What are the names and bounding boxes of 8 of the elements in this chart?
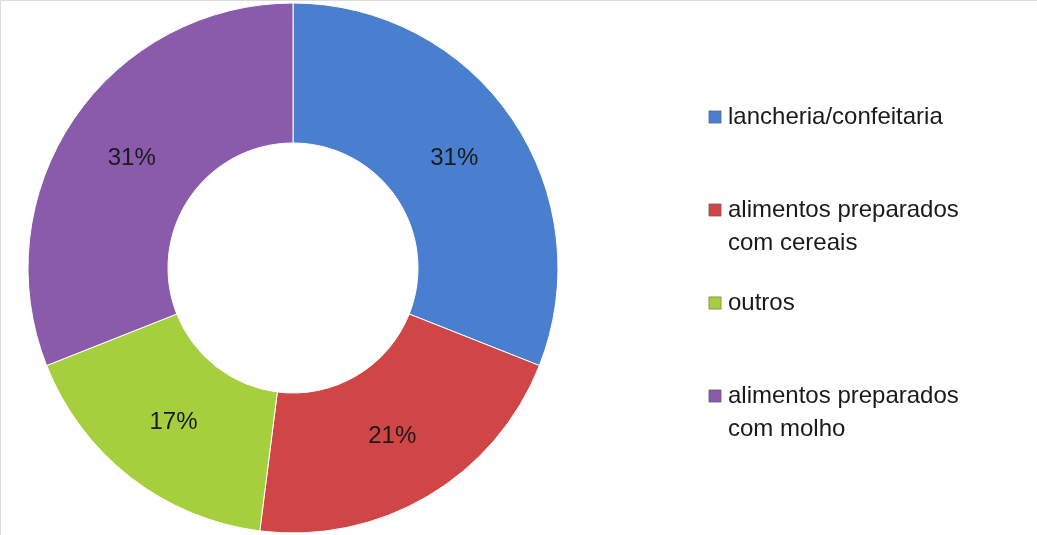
legend-label: outros <box>728 288 795 315</box>
data-label: 21% <box>368 420 417 448</box>
data-label: 17% <box>149 407 198 435</box>
legend-label: lancheria/confeitaria <box>728 102 944 129</box>
legend-label: alimentos preparados com molho <box>728 381 959 441</box>
data-label: 31% <box>107 143 156 171</box>
legend-label: alimentos preparados com cereais <box>728 195 959 255</box>
data-label: 31% <box>430 143 479 171</box>
